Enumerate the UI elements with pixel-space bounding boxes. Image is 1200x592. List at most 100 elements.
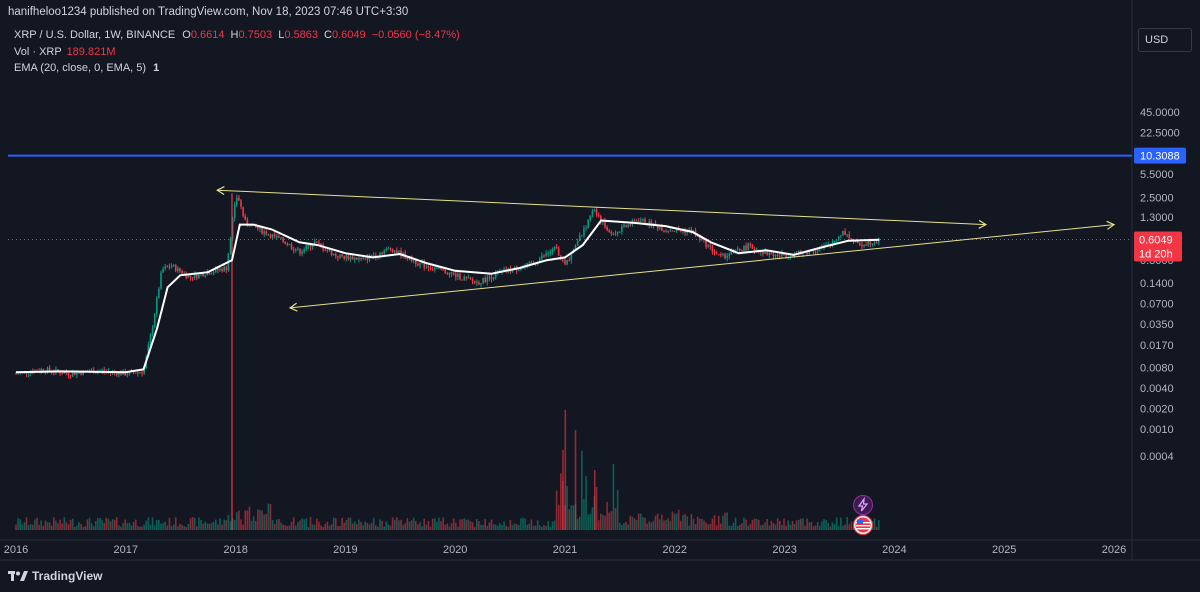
volume-bar: [122, 523, 124, 530]
volume-bar: [760, 525, 762, 530]
volume-bar: [436, 521, 438, 530]
candle-body: [149, 334, 152, 345]
volume-bar: [675, 513, 678, 530]
volume-value: 189.821M: [66, 46, 116, 58]
candle-body: [71, 372, 74, 377]
lightning-icon[interactable]: [853, 495, 873, 515]
volume-bar: [214, 519, 217, 530]
candle-body: [379, 252, 381, 256]
volume-bar: [631, 516, 634, 530]
volume-bar: [155, 519, 158, 530]
candle-body: [305, 245, 308, 250]
volume-bar: [585, 476, 587, 530]
volume-bar: [132, 521, 135, 530]
volume-bar: [555, 490, 558, 530]
volume-bar: [151, 517, 154, 530]
volume-bar: [804, 525, 806, 530]
candle-body: [465, 277, 468, 279]
volume-bar: [130, 525, 133, 530]
volume-bar: [343, 522, 345, 530]
candle-body: [103, 370, 105, 372]
volume-bar: [583, 499, 585, 530]
volume-bar: [625, 521, 627, 530]
volume-bar: [511, 525, 514, 530]
candle-body: [294, 249, 297, 251]
volume-bar: [419, 522, 421, 530]
volume-legend[interactable]: Vol · XRP 189.821M: [14, 46, 116, 58]
volume-bar: [433, 518, 436, 530]
volume-bar: [92, 526, 95, 530]
candle-body: [667, 230, 669, 232]
volume-bar: [518, 525, 520, 530]
volume-bar: [541, 526, 543, 530]
volume-bar: [701, 518, 703, 530]
volume-bar: [74, 526, 76, 530]
footer-brand[interactable]: TradingView: [8, 569, 102, 583]
volume-bar: [492, 524, 495, 530]
volume-bar: [244, 510, 247, 530]
candle-body: [728, 254, 731, 256]
candle-body: [187, 275, 190, 278]
candle-body: [587, 219, 589, 228]
volume-bar: [284, 525, 287, 530]
volume-bar: [846, 517, 848, 530]
candle-body: [276, 236, 278, 238]
candle-body: [844, 230, 846, 235]
volume-bar: [574, 430, 577, 530]
volume-bar: [810, 522, 813, 530]
candle-body: [387, 248, 390, 250]
volume-bar: [766, 519, 768, 530]
candle-body: [741, 250, 743, 252]
candle-body: [82, 370, 84, 375]
volume-bar: [808, 522, 811, 530]
candle-body: [170, 266, 173, 268]
ema-legend[interactable]: EMA (20, close, 0, EMA, 5) 1: [14, 62, 159, 74]
volume-bar: [263, 514, 265, 530]
volume-bar: [69, 520, 72, 530]
us-flag-icon[interactable]: [853, 515, 873, 535]
resistance-trendline: [216, 186, 988, 229]
volume-bar: [198, 517, 200, 530]
volume-bar: [78, 522, 80, 530]
volume-bar: [652, 520, 655, 530]
volume-bar: [177, 526, 179, 530]
candle-body: [17, 373, 19, 375]
open-value: 0.6614: [190, 29, 225, 41]
volume-bar: [362, 525, 364, 530]
volume-bar: [741, 523, 743, 530]
volume-bar: [486, 525, 489, 530]
volume-bar: [549, 526, 552, 530]
candle-body: [396, 250, 398, 253]
candle-body: [665, 230, 667, 232]
volume-bar: [404, 523, 407, 530]
volume-bar: [837, 526, 840, 530]
volume-bar: [109, 521, 112, 530]
candle-body: [286, 243, 289, 246]
candle-body: [292, 248, 295, 251]
candle-body: [191, 277, 194, 279]
symbol-legend[interactable]: XRP / U.S. Dollar, 1W, BINANCE O0.6614 H…: [14, 29, 460, 41]
volume-bar: [322, 526, 324, 530]
volume-bar: [705, 522, 707, 530]
volume-bar: [137, 525, 139, 530]
volume-bar: [305, 518, 308, 530]
candle-body: [425, 266, 428, 268]
volume-bar: [709, 523, 712, 530]
candle-body: [589, 215, 592, 220]
volume-bar: [328, 525, 331, 530]
volume-bar: [107, 518, 110, 530]
candle-body: [267, 234, 270, 236]
candle-body: [859, 243, 861, 246]
candle-body: [406, 258, 409, 260]
candle-body: [633, 220, 636, 222]
currency-button[interactable]: USD: [1138, 28, 1192, 52]
candle-body: [618, 231, 621, 233]
symbol-name: XRP / U.S. Dollar, 1W, BINANCE: [14, 29, 176, 41]
candle-body: [141, 372, 143, 374]
volume-bar: [646, 523, 648, 530]
candle-body: [549, 251, 552, 254]
candle-body: [324, 249, 327, 251]
volume-bar: [724, 512, 726, 530]
